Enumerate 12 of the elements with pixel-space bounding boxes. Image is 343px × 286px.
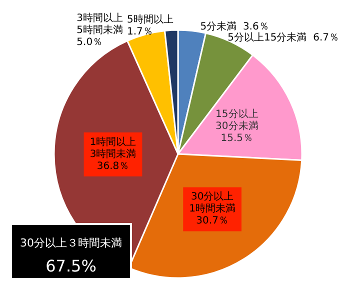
slice-label: 15分以上 30分未満 xyxy=(216,108,258,132)
slice-label: 5分以上15分未満 6.7％ xyxy=(228,32,340,44)
slice-label: 3時間以上 5時間未満 xyxy=(76,12,124,36)
slice-label: 5時間以上 xyxy=(127,14,174,26)
data-label: 5.0％ xyxy=(76,36,103,48)
data-label: 30.7％ xyxy=(196,216,228,227)
data-label: 15.5％ xyxy=(220,133,254,144)
slice-label: 1時間以上 3時間未満 xyxy=(90,136,136,160)
text: 30分以上３時間未満 67.5% xyxy=(20,236,122,276)
slice-label: 5分未満 3.6％ xyxy=(200,20,269,32)
slice-label: 30分以上 1時間未満 xyxy=(189,190,236,215)
data-label: 36.8％ xyxy=(96,160,130,172)
